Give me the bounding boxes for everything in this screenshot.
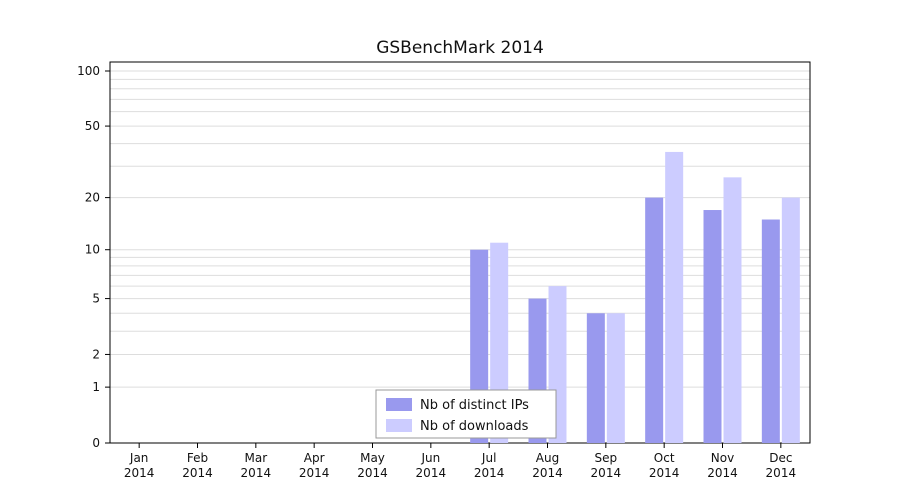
- x-tick-label-year: 2014: [474, 466, 505, 480]
- x-tick-label-month: Jan: [129, 451, 149, 465]
- bar-nb-of-distinct-ips-oct: [645, 197, 664, 443]
- bar-nb-of-downloads-sep: [606, 313, 625, 443]
- legend-swatch-0: [386, 398, 412, 411]
- x-tick-label-year: 2014: [591, 466, 622, 480]
- x-tick-label-month: Mar: [245, 451, 268, 465]
- x-tick-label-month: May: [360, 451, 385, 465]
- x-tick-label-month: Nov: [711, 451, 734, 465]
- x-tick-label-year: 2014: [182, 466, 213, 480]
- x-tick-label-month: Aug: [536, 451, 559, 465]
- bar-nb-of-distinct-ips-sep: [586, 313, 605, 443]
- x-tick-label-year: 2014: [416, 466, 447, 480]
- y-tick-label: 5: [92, 292, 100, 306]
- x-tick-label-year: 2014: [766, 466, 797, 480]
- x-tick-label-year: 2014: [299, 466, 330, 480]
- x-tick-label-month: Sep: [595, 451, 618, 465]
- x-tick-label-year: 2014: [357, 466, 388, 480]
- y-tick-label: 10: [85, 243, 100, 257]
- x-tick-label-month: Jun: [420, 451, 440, 465]
- x-tick-label-year: 2014: [241, 466, 272, 480]
- bar-nb-of-distinct-ips-nov: [703, 210, 722, 443]
- x-tick-label-month: Dec: [769, 451, 792, 465]
- x-tick-label-month: Feb: [187, 451, 208, 465]
- bar-nb-of-downloads-nov: [723, 177, 742, 444]
- bar-nb-of-distinct-ips-dec: [761, 219, 780, 443]
- y-tick-label: 1: [92, 380, 100, 394]
- legend-label-0: Nb of distinct IPs: [420, 398, 529, 413]
- x-tick-label-month: Jul: [481, 451, 496, 465]
- y-tick-label: 2: [92, 347, 100, 361]
- plot-border: [109, 61, 811, 444]
- legend-label-1: Nb of downloads: [420, 419, 529, 434]
- x-tick-label-month: Apr: [304, 451, 325, 465]
- x-tick-label-month: Oct: [654, 451, 675, 465]
- y-tick-label: 100: [77, 64, 100, 78]
- x-tick-label-year: 2014: [532, 466, 563, 480]
- x-tick-label-year: 2014: [707, 466, 738, 480]
- y-tick-label: 50: [85, 119, 100, 133]
- bar-nb-of-downloads-oct: [665, 151, 684, 443]
- y-tick-label: 20: [85, 191, 100, 205]
- y-tick-label: 0: [92, 436, 100, 450]
- chart-title: GSBenchMark 2014: [376, 38, 544, 58]
- x-tick-label-year: 2014: [649, 466, 680, 480]
- legend-swatch-1: [386, 419, 412, 432]
- x-tick-label-year: 2014: [124, 466, 155, 480]
- bar-nb-of-downloads-dec: [781, 197, 800, 443]
